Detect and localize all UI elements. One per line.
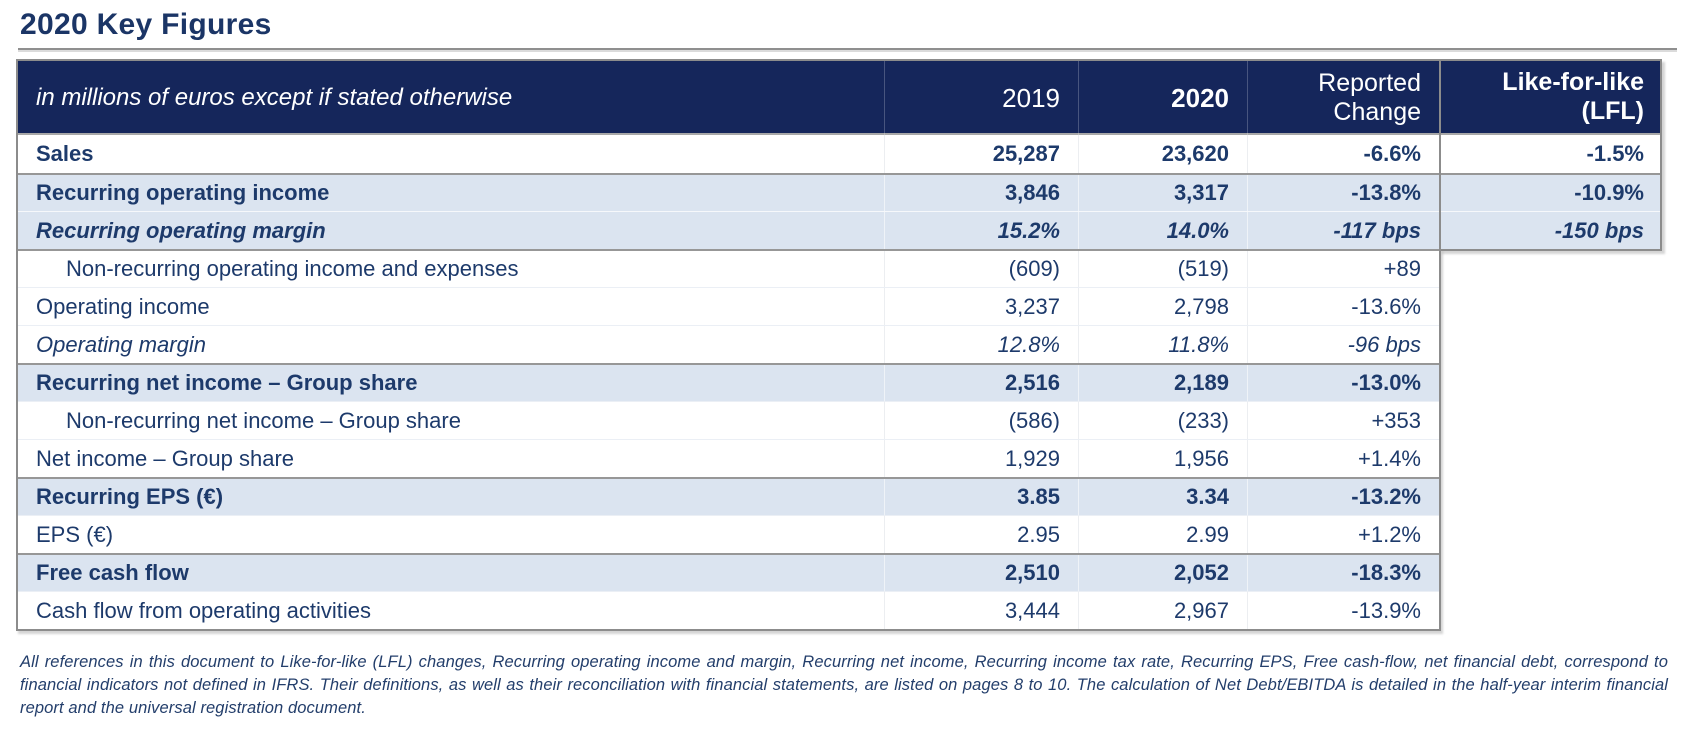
row-label: Recurring operating income xyxy=(36,180,330,205)
table-row-non-recurring-operating: Non-recurring operating income and expen… xyxy=(18,249,1439,287)
row-label: Cash flow from operating activities xyxy=(36,597,372,623)
table-row-cash-flow-operating: Cash flow from operating activities 3,44… xyxy=(18,591,1439,629)
cell-change: -13.6% xyxy=(1247,288,1439,325)
row-label: Sales xyxy=(36,141,94,166)
table-row-net-income: Net income – Group share 1,929 1,956 +1.… xyxy=(18,439,1439,477)
cell-2020: 23,620 xyxy=(1078,135,1247,173)
key-figures-table: in millions of euros except if stated ot… xyxy=(16,59,1664,631)
row-label: EPS (€) xyxy=(36,521,114,547)
cell-2020: 14.0% xyxy=(1078,212,1247,249)
table-row-sales: Sales 25,287 23,620 -6.6% xyxy=(18,135,1439,173)
row-label: Non-recurring operating income and expen… xyxy=(66,256,519,281)
header-col-2019: 2019 xyxy=(884,61,1078,135)
cell-change: +1.2% xyxy=(1247,516,1439,553)
header-reported-line1: Reported xyxy=(1318,68,1421,97)
table-row-recurring-eps: Recurring EPS (€) 3.85 3.34 -13.2% xyxy=(18,477,1439,515)
cell-2020: (519) xyxy=(1078,251,1247,287)
cell-change: -13.2% xyxy=(1247,479,1439,515)
table-header-row: in millions of euros except if stated ot… xyxy=(18,61,1439,135)
table-row-operating-margin: Operating margin 12.8% 11.8% -96 bps xyxy=(18,325,1439,363)
lfl-cell-recurring-operating-income: -10.9% xyxy=(1441,173,1660,211)
table-row-recurring-operating-margin: Recurring operating margin 15.2% 14.0% -… xyxy=(18,211,1439,249)
cell-change: -18.3% xyxy=(1247,555,1439,591)
cell-2019: 25,287 xyxy=(884,135,1078,173)
cell-change: -6.6% xyxy=(1247,135,1439,173)
cell-2020: (233) xyxy=(1078,402,1247,439)
cell-change: -96 bps xyxy=(1247,326,1439,363)
row-label: Recurring operating margin xyxy=(36,217,326,243)
row-label: Non-recurring net income – Group share xyxy=(66,407,461,433)
lfl-cell-sales: -1.5% xyxy=(1586,141,1644,166)
cell-2020: 1,956 xyxy=(1078,440,1247,477)
header-units-label: in millions of euros except if stated ot… xyxy=(36,84,513,111)
title-underline xyxy=(18,48,1677,50)
table-row-free-cash-flow: Free cash flow 2,510 2,052 -18.3% xyxy=(18,553,1439,591)
cell-change: -13.0% xyxy=(1247,365,1439,401)
cell-2020: 2,052 xyxy=(1078,555,1247,591)
cell-2020: 2,798 xyxy=(1078,288,1247,325)
lfl-column-table: Like-for-like (LFL) -1.5% -10.9% -150 bp… xyxy=(1439,59,1662,251)
table-row-non-recurring-net-income: Non-recurring net income – Group share (… xyxy=(18,401,1439,439)
cell-2020: 3.34 xyxy=(1078,479,1247,515)
header-2020-text: 2020 xyxy=(1171,82,1229,113)
table-row-operating-income: Operating income 3,237 2,798 -13.6% xyxy=(18,287,1439,325)
header-reported-line2: Change xyxy=(1333,98,1421,126)
cell-2019: 3,846 xyxy=(884,175,1078,211)
cell-2019: (609) xyxy=(884,251,1078,287)
main-table: in millions of euros except if stated ot… xyxy=(16,59,1441,631)
cell-2019: 3,444 xyxy=(884,592,1078,629)
cell-2019: 12.8% xyxy=(884,326,1078,363)
cell-2020: 2,189 xyxy=(1078,365,1247,401)
cell-2019: 2,510 xyxy=(884,555,1078,591)
cell-change: +89 xyxy=(1247,251,1439,287)
cell-2020: 2.99 xyxy=(1078,516,1247,553)
cell-change: +353 xyxy=(1247,402,1439,439)
cell-2019: 3.85 xyxy=(884,479,1078,515)
row-label: Recurring net income – Group share xyxy=(36,370,418,395)
lfl-cell-recurring-operating-margin: -150 bps xyxy=(1441,211,1660,249)
header-col-lfl: Like-for-like (LFL) xyxy=(1441,61,1660,135)
footnote-text: All references in this document to Like-… xyxy=(20,653,1668,717)
cell-2020: 3,317 xyxy=(1078,175,1247,211)
cell-change: +1.4% xyxy=(1247,440,1439,477)
row-label: Net income – Group share xyxy=(36,445,295,471)
table-row-eps: EPS (€) 2.95 2.99 +1.2% xyxy=(18,515,1439,553)
table-row-recurring-net-income: Recurring net income – Group share 2,516… xyxy=(18,363,1439,401)
header-col-reported-change: Reported Change xyxy=(1247,61,1439,135)
cell-2020: 2,967 xyxy=(1078,592,1247,629)
row-label: Free cash flow xyxy=(36,560,189,585)
header-2019-text: 2019 xyxy=(1002,82,1060,113)
header-lfl-line1: Like-for-like xyxy=(1502,67,1644,96)
row-label: Recurring EPS (€) xyxy=(36,484,224,509)
header-lfl-line2: (LFL) xyxy=(1581,97,1644,125)
cell-2019: 2,516 xyxy=(884,365,1078,401)
cell-change: -13.8% xyxy=(1247,175,1439,211)
cell-2020: 11.8% xyxy=(1078,326,1247,363)
cell-2019: (586) xyxy=(884,402,1078,439)
row-label: Operating income xyxy=(36,293,210,319)
table-row-recurring-operating-income: Recurring operating income 3,846 3,317 -… xyxy=(18,173,1439,211)
header-col-2020: 2020 xyxy=(1078,61,1247,135)
cell-2019: 3,237 xyxy=(884,288,1078,325)
row-label: Operating margin xyxy=(36,331,206,357)
cell-change: -117 bps xyxy=(1247,212,1439,249)
page-title: 2020 Key Figures xyxy=(20,8,272,41)
cell-2019: 1,929 xyxy=(884,440,1078,477)
cell-change: -13.9% xyxy=(1247,592,1439,629)
cell-2019: 2.95 xyxy=(884,516,1078,553)
cell-2019: 15.2% xyxy=(884,212,1078,249)
